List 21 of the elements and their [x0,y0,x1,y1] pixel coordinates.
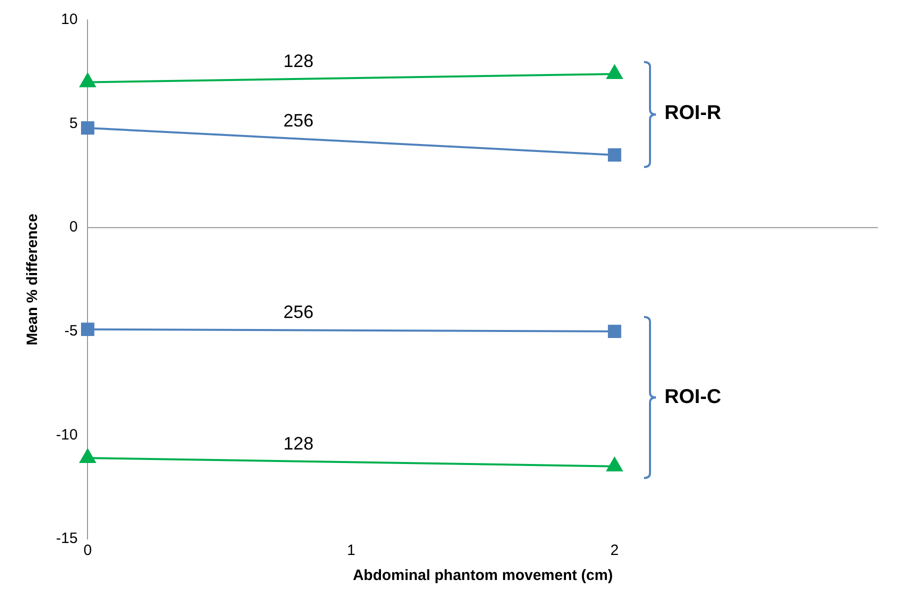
point [81,121,94,135]
annotation: ROI-R [664,102,722,126]
y-tick-label: 0 [69,218,78,236]
series-label: 128 [283,433,314,454]
x-tick-label: 1 [346,542,356,560]
y-tick-label: -10 [56,426,78,444]
point [608,148,622,162]
series-label: 256 [283,302,314,322]
x-tick-label: 2 [610,542,619,560]
y-tick-label: -15 [56,530,78,548]
point [608,324,622,338]
y-tick-label: 5 [69,114,78,132]
series-label: 128 [283,50,314,71]
annotation: ROI-C [664,386,722,409]
y-tick-label: 10 [60,11,78,28]
y-axis-title: Mean % difference [24,214,42,346]
point [81,322,94,336]
y-tick-label: -5 [64,322,78,340]
x-axis-title: Abdominal phantom movement (cm) [352,567,613,584]
x-tick-label: 0 [84,542,92,560]
series-label: 256 [283,110,314,131]
